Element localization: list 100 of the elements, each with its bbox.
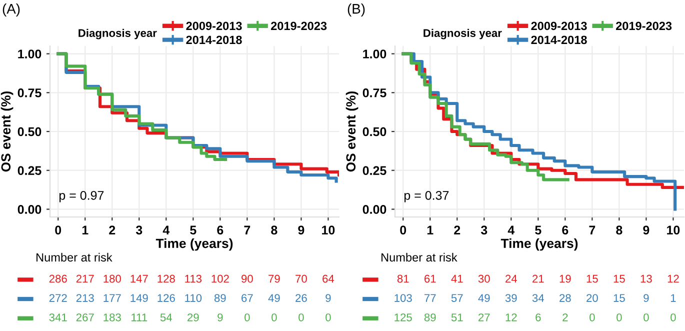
y-tick-label: 0.75 [18, 88, 42, 98]
text: 89 [214, 294, 226, 302]
x-tick-label: 1 [82, 226, 88, 234]
text: 103 [394, 294, 412, 302]
legend-label: 2019-2023 [270, 22, 327, 30]
x-tick-label: 2 [109, 226, 116, 234]
text: 67 [242, 294, 253, 302]
text: 0 [272, 313, 277, 322]
annotation: p = 0.97 [59, 190, 104, 202]
legend-label: 2019-2023 [616, 22, 672, 30]
text: 147 [130, 274, 148, 283]
text: 20 [586, 294, 598, 302]
text: 77 [424, 294, 436, 302]
text: 9 [644, 294, 649, 302]
text: 12 [668, 274, 679, 283]
text: 267 [76, 313, 94, 322]
legend-title: Diagnosis year [78, 28, 157, 40]
annotation: p = 0.37 [404, 190, 449, 202]
x-tick-label: 0 [400, 226, 406, 235]
text: 0 [644, 313, 649, 322]
text: 0 [244, 313, 250, 322]
text: 49 [268, 294, 280, 302]
x-tick-label: 10 [667, 226, 680, 235]
text: 6 [536, 313, 541, 322]
text: 110 [185, 294, 202, 302]
y-tick-label: 1.00 [363, 50, 386, 58]
x-tick-label: 8 [271, 226, 278, 235]
y-tick-label: 0.50 [18, 127, 42, 136]
text: 286 [49, 274, 67, 283]
text: 0 [298, 313, 304, 322]
y-axis-title: OS event (%) [0, 91, 14, 172]
text: 183 [104, 313, 121, 322]
x-tick-label: 3 [480, 226, 488, 235]
text: 0 [590, 313, 595, 322]
text: 12 [506, 313, 517, 322]
text: 1 [670, 294, 676, 302]
x-tick-label: 4 [162, 226, 170, 234]
y-tick-label: 1.00 [18, 50, 42, 58]
y-tick-label: 0.25 [362, 166, 386, 176]
y-tick-label: 0.00 [18, 205, 42, 214]
legend-title: Diagnosis year [424, 28, 502, 40]
text: 126 [158, 294, 175, 302]
text: 15 [614, 294, 625, 302]
text: 30 [478, 274, 490, 283]
text: 272 [49, 294, 67, 302]
text: 64 [322, 274, 334, 283]
text: 9 [326, 294, 331, 302]
x-axis-title: Time (years) [156, 238, 233, 251]
text: 54 [160, 314, 172, 322]
text: 0 [616, 313, 622, 322]
x-tick-label: 7 [244, 226, 250, 234]
text: 128 [158, 274, 175, 283]
text: 149 [130, 294, 148, 302]
y-axis-title: OS event (%) [346, 91, 358, 172]
text: 61 [424, 274, 436, 283]
x-tick-label: 2 [454, 226, 460, 234]
x-tick-label: 5 [535, 226, 542, 235]
text: 49 [478, 294, 490, 302]
x-tick-label: 7 [589, 226, 596, 234]
y-tick-label: 0.50 [362, 127, 386, 136]
text: 0 [326, 313, 331, 322]
text: 21 [532, 274, 544, 283]
text: 19 [560, 274, 571, 283]
text: 15 [614, 274, 625, 283]
legend-label: 2009-2013 [186, 22, 242, 30]
text: 341 [49, 313, 67, 322]
text: 113 [185, 274, 202, 283]
text: 79 [268, 274, 280, 283]
text: Number at risk [36, 252, 112, 262]
text: 13 [640, 274, 652, 283]
x-tick-label: 3 [136, 226, 142, 235]
text: 57 [451, 294, 463, 302]
text: 9 [218, 313, 223, 322]
x-tick-label: 9 [298, 226, 304, 235]
text: 29 [188, 313, 199, 322]
x-tick-label: 9 [643, 226, 650, 235]
text: 180 [104, 274, 121, 283]
text: 125 [394, 313, 412, 322]
x-tick-label: 6 [217, 226, 224, 235]
text: 0 [670, 313, 676, 322]
text: 39 [505, 294, 517, 302]
text: 41 [451, 274, 463, 283]
text: 51 [451, 314, 463, 322]
x-tick-label: 0 [55, 226, 62, 235]
text: 28 [560, 294, 571, 302]
text: 2 [562, 313, 568, 322]
text: 177 [104, 294, 121, 302]
y-tick-label: 0.75 [362, 88, 386, 98]
text: (B) [348, 4, 365, 16]
x-tick-label: 1 [427, 226, 434, 234]
text: 15 [586, 274, 598, 283]
legend-label: 2014-2018 [531, 36, 587, 44]
text: 217 [76, 274, 94, 283]
x-tick-label: 10 [322, 226, 335, 235]
x-axis-title: Time (years) [500, 238, 578, 251]
x-tick-label: 8 [616, 226, 622, 235]
text: 27 [478, 313, 490, 322]
text: 26 [296, 294, 307, 302]
text: 70 [296, 274, 307, 283]
text: Number at risk [382, 252, 458, 262]
